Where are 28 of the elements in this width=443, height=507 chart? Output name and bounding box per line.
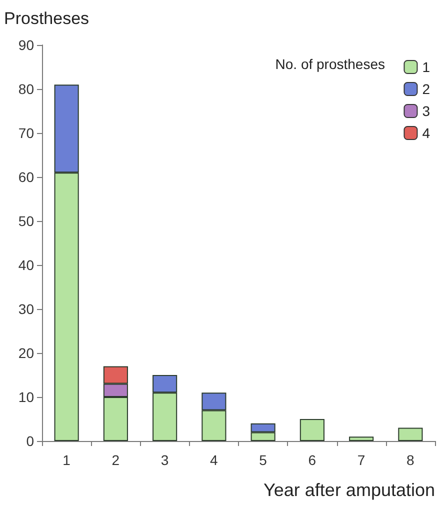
- y-tick-label: 10: [18, 389, 34, 405]
- y-tick-label: 20: [18, 345, 34, 361]
- x-tick-label: 5: [259, 452, 268, 468]
- x-tick-label: 6: [308, 452, 316, 468]
- x-tick-label: 3: [160, 452, 169, 468]
- legend-label: 1: [422, 59, 430, 75]
- y-tick-label: 50: [18, 213, 34, 229]
- legend-label: 3: [422, 103, 430, 119]
- x-tick-label: 7: [357, 452, 366, 468]
- legend-label: 4: [422, 125, 430, 141]
- y-tick-label: 80: [18, 81, 34, 97]
- y-tick-label: 40: [18, 257, 34, 273]
- x-tick-label: 4: [210, 452, 218, 468]
- y-tick-label: 0: [26, 433, 34, 449]
- x-axis-title: Year after amputation: [264, 480, 435, 500]
- y-axis-title: Prostheses: [4, 9, 90, 28]
- legend-title: No. of prostheses: [275, 56, 386, 72]
- bar: [300, 419, 324, 441]
- y-tick-label: 60: [18, 169, 34, 185]
- x-tick-label: 8: [406, 452, 415, 468]
- x-tick-label: 1: [62, 452, 71, 468]
- y-tick-label: 70: [18, 125, 34, 141]
- y-tick-label: 90: [18, 37, 34, 53]
- y-tick-label: 30: [18, 301, 34, 317]
- bar: [398, 428, 423, 441]
- bar: [349, 436, 374, 441]
- x-tick-label: 2: [112, 452, 120, 468]
- legend-label: 2: [422, 81, 430, 97]
